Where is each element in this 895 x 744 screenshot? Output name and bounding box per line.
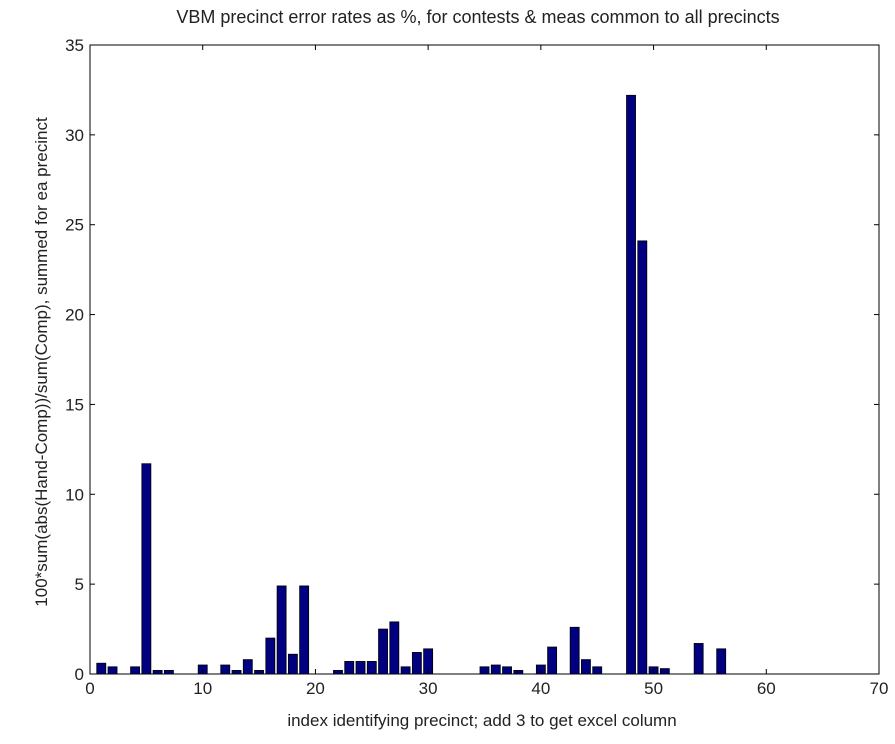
bar-27 <box>389 621 400 675</box>
bar-26 <box>378 628 388 675</box>
bar-17 <box>276 585 287 675</box>
bar-2 <box>107 666 118 675</box>
y-tick-label: 30 <box>65 126 84 145</box>
x-axis-label: index identifying precinct; add 3 to get… <box>287 711 676 730</box>
bar-48 <box>626 94 636 675</box>
y-tick-label: 35 <box>65 36 84 55</box>
y-tick-label: 0 <box>75 665 84 684</box>
chart-title: VBM precinct error rates as %, for conte… <box>176 7 779 27</box>
bar-14 <box>242 659 253 675</box>
bar-24 <box>355 661 366 675</box>
plot-area <box>89 44 880 675</box>
x-axis-ticks: 0 10 20 30 40 50 60 70 <box>85 45 888 698</box>
x-tick-label: 50 <box>644 679 663 698</box>
x-tick-label: 0 <box>85 679 94 698</box>
y-tick-label: 5 <box>75 575 84 594</box>
bar-56 <box>716 648 727 675</box>
bar-41 <box>547 646 558 675</box>
x-tick-label: 10 <box>193 679 212 698</box>
bar-54 <box>693 643 704 675</box>
y-tick-label: 20 <box>65 306 84 325</box>
bar-35 <box>479 666 490 675</box>
bar-23 <box>344 661 355 675</box>
y-tick-label: 25 <box>65 216 84 235</box>
bar-4 <box>130 666 141 675</box>
bar-12 <box>220 664 231 675</box>
bar-36 <box>490 664 501 675</box>
x-tick-label: 60 <box>757 679 776 698</box>
bar-51 <box>659 668 670 675</box>
bar-22 <box>333 670 343 675</box>
bar-6 <box>152 670 163 675</box>
bar-18 <box>287 653 298 675</box>
bar-43 <box>569 626 580 675</box>
bar-15 <box>254 670 264 675</box>
bar-13 <box>231 670 242 675</box>
bar-37 <box>502 666 512 675</box>
bar-1 <box>96 662 107 675</box>
bars-group <box>96 94 727 675</box>
y-tick-label: 15 <box>65 395 84 414</box>
bar-16 <box>265 637 276 675</box>
bar-25 <box>366 661 377 675</box>
x-tick-label: 70 <box>870 679 889 698</box>
bar-45 <box>592 666 603 675</box>
bar-7 <box>163 670 174 675</box>
y-axis-label: 100*sum(abs(Hand-Comp))/sum(Comp), summe… <box>32 117 51 607</box>
bar-44 <box>581 659 591 675</box>
bar-28 <box>400 666 411 675</box>
x-tick-label: 40 <box>531 679 550 698</box>
x-tick-label: 30 <box>419 679 438 698</box>
y-tick-label: 10 <box>65 485 84 504</box>
y-axis-ticks: 0 5 10 15 20 25 30 35 <box>65 36 879 684</box>
bar-5 <box>141 463 152 675</box>
bar-49 <box>637 240 648 675</box>
x-tick-label: 20 <box>306 679 325 698</box>
bar-38 <box>513 670 524 675</box>
bar-19 <box>299 585 310 675</box>
bar-29 <box>411 652 422 675</box>
